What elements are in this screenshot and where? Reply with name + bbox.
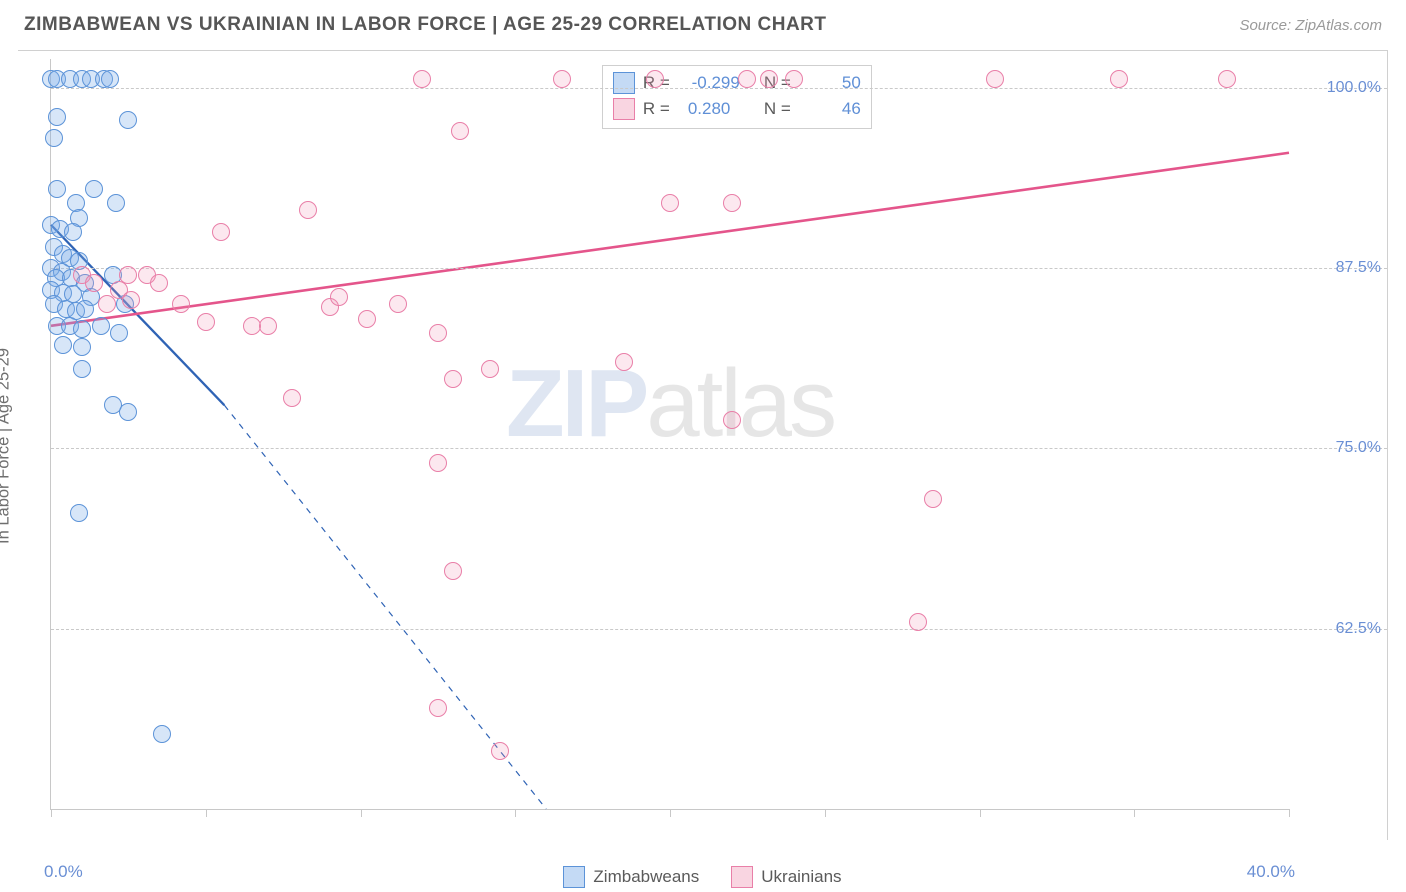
data-point: [330, 288, 348, 306]
data-point: [444, 562, 462, 580]
stats-row-2: R = 0.280 N = 46: [613, 96, 861, 122]
y-tick-label: 100.0%: [1295, 79, 1381, 97]
data-point: [150, 274, 168, 292]
data-point: [70, 504, 88, 522]
x-tick: [361, 809, 362, 817]
data-point: [92, 317, 110, 335]
data-point: [389, 295, 407, 313]
y-tick-label: 87.5%: [1295, 259, 1381, 277]
gridline-h: [51, 448, 1387, 449]
data-point: [299, 201, 317, 219]
watermark-atlas: atlas: [646, 350, 834, 457]
data-point: [646, 70, 664, 88]
data-point: [451, 122, 469, 140]
y-tick-label: 62.5%: [1295, 620, 1381, 638]
stats-box: R = -0.299 N = 50 R = 0.280 N = 46: [602, 65, 872, 129]
x-tick: [51, 809, 52, 817]
data-point: [413, 70, 431, 88]
data-point: [85, 180, 103, 198]
data-point: [283, 389, 301, 407]
data-point: [197, 313, 215, 331]
data-point: [358, 310, 376, 328]
data-point: [615, 353, 633, 371]
source-label: Source: ZipAtlas.com: [1239, 17, 1382, 34]
data-point: [1110, 70, 1128, 88]
x-tick: [1289, 809, 1290, 817]
data-point: [723, 194, 741, 212]
plot-area: ZIPatlas R = -0.299 N = 50 R = 0.280 N =…: [50, 59, 1289, 810]
r-value-1: -0.299: [678, 70, 740, 96]
r-label-2: R =: [643, 96, 670, 122]
gridline-h: [51, 629, 1387, 630]
trendlines-svg: [51, 59, 1289, 809]
data-point: [54, 336, 72, 354]
data-point: [107, 194, 125, 212]
x-tick: [670, 809, 671, 817]
data-point: [429, 454, 447, 472]
data-point: [122, 291, 140, 309]
data-point: [85, 274, 103, 292]
data-point: [73, 338, 91, 356]
legend-item-2: Ukrainians: [731, 866, 841, 888]
data-point: [48, 180, 66, 198]
data-point: [661, 194, 679, 212]
x-tick: [980, 809, 981, 817]
swatch-pink: [613, 98, 635, 120]
legend-swatch-pink: [731, 866, 753, 888]
data-point: [785, 70, 803, 88]
data-point: [73, 320, 91, 338]
swatch-blue: [613, 72, 635, 94]
data-point: [481, 360, 499, 378]
data-point: [153, 725, 171, 743]
legend-label-2: Ukrainians: [761, 867, 841, 887]
data-point: [172, 295, 190, 313]
y-tick-label: 75.0%: [1295, 439, 1381, 457]
data-point: [444, 370, 462, 388]
data-point: [924, 490, 942, 508]
data-point: [760, 70, 778, 88]
data-point: [429, 699, 447, 717]
trendline: [51, 153, 1289, 326]
data-point: [119, 111, 137, 129]
x-tick: [825, 809, 826, 817]
n-value-2: 46: [799, 96, 861, 122]
bottom-legend: Zimbabweans Ukrainians: [18, 866, 1387, 888]
data-point: [101, 70, 119, 88]
x-tick: [1134, 809, 1135, 817]
data-point: [723, 411, 741, 429]
x-tick: [515, 809, 516, 817]
data-point: [429, 324, 447, 342]
chart-title: ZIMBABWEAN VS UKRAINIAN IN LABOR FORCE |…: [24, 14, 827, 36]
data-point: [64, 223, 82, 241]
r-value-2: 0.280: [678, 96, 740, 122]
data-point: [986, 70, 1004, 88]
legend-swatch-blue: [563, 866, 585, 888]
data-point: [48, 108, 66, 126]
data-point: [1218, 70, 1236, 88]
plot-wrap: In Labor Force | Age 25-29 ZIPatlas R = …: [18, 50, 1388, 840]
gridline-h: [51, 88, 1387, 89]
legend-label-1: Zimbabweans: [593, 867, 699, 887]
n-value-1: 50: [799, 70, 861, 96]
y-axis-label: In Labor Force | Age 25-29: [0, 348, 14, 544]
data-point: [98, 295, 116, 313]
data-point: [259, 317, 277, 335]
data-point: [73, 360, 91, 378]
x-tick: [206, 809, 207, 817]
data-point: [45, 129, 63, 147]
data-point: [76, 300, 94, 318]
data-point: [212, 223, 230, 241]
n-label-2: N =: [764, 96, 791, 122]
gridline-h: [51, 268, 1387, 269]
data-point: [738, 70, 756, 88]
data-point: [110, 324, 128, 342]
watermark: ZIPatlas: [506, 349, 834, 459]
data-point: [909, 613, 927, 631]
data-point: [553, 70, 571, 88]
data-point: [491, 742, 509, 760]
title-bar: ZIMBABWEAN VS UKRAINIAN IN LABOR FORCE |…: [0, 0, 1406, 44]
legend-item-1: Zimbabweans: [563, 866, 699, 888]
data-point: [119, 403, 137, 421]
